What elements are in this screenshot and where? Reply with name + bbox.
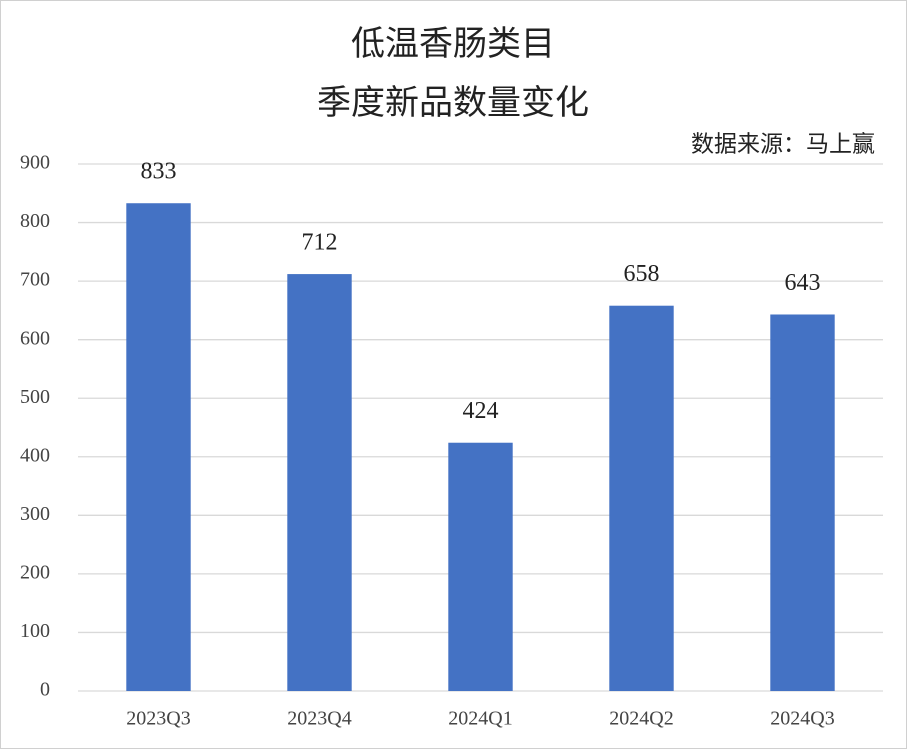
x-tick-label: 2024Q2: [609, 708, 673, 730]
y-tick-label: 600: [20, 327, 50, 349]
y-tick-label: 500: [20, 386, 50, 408]
bar: [448, 442, 513, 691]
chart-title: 低温香肠类目: [351, 25, 555, 63]
x-tick-label: 2023Q3: [126, 708, 190, 730]
x-tick-label: 2024Q1: [448, 708, 512, 730]
y-tick-label: 300: [20, 503, 50, 525]
bar: [609, 305, 674, 691]
y-tick-label: 900: [20, 152, 50, 174]
y-tick-label: 700: [20, 269, 50, 291]
y-tick-label: 800: [20, 210, 50, 232]
bar: [287, 274, 352, 691]
value-label: 643: [785, 270, 821, 296]
value-label: 833: [141, 159, 177, 185]
source-note: 数据来源：马上赢: [691, 131, 875, 156]
value-label: 712: [302, 230, 338, 256]
x-tick-label: 2023Q4: [287, 708, 351, 730]
bar: [770, 314, 835, 691]
bar: [126, 203, 191, 691]
value-label: 424: [463, 398, 499, 424]
y-tick-label: 0: [40, 679, 50, 701]
y-tick-label: 100: [20, 620, 50, 642]
y-tick-label: 200: [20, 561, 50, 583]
value-label: 658: [624, 261, 660, 287]
y-tick-label: 400: [20, 444, 50, 466]
x-tick-label: 2024Q3: [770, 708, 834, 730]
chart-title: 季度新品数量变化: [317, 84, 589, 122]
